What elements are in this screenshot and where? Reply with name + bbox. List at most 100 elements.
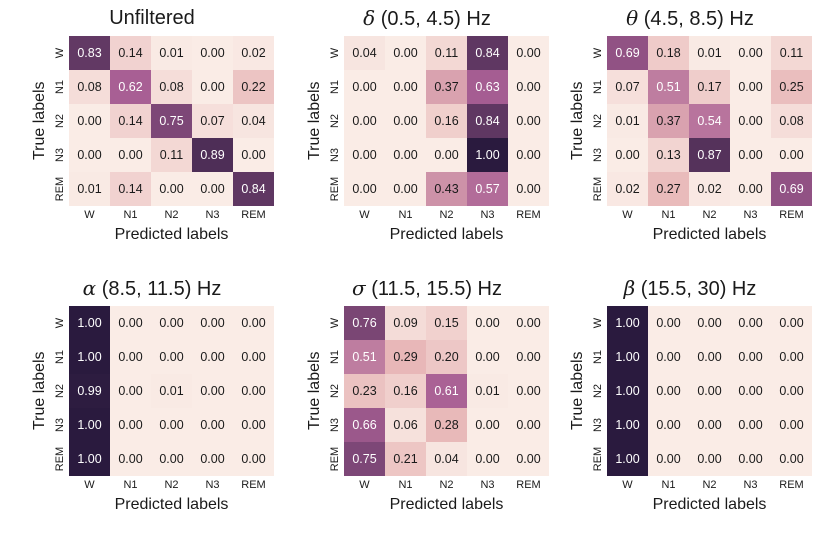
y-tick-label: W [590, 306, 606, 340]
heatmap-cell: 1.00 [607, 340, 648, 374]
heatmap-cell: 0.84 [467, 36, 508, 70]
y-tick-text: REM [54, 446, 67, 472]
y-tick-text: N2 [54, 383, 66, 399]
panel-title-greek: θ [626, 6, 639, 30]
y-tick-text: N3 [329, 147, 341, 163]
panel-title: δ (0.5, 4.5) Hz [297, 4, 557, 32]
heatmap-panel: δ (0.5, 4.5) Hz True labels W N1 N2 N3 REM 0.04… [297, 0, 557, 260]
heatmap-cell: 0.00 [192, 36, 233, 70]
y-tick-labels: W N1 N2 N3 REM [52, 36, 68, 206]
heatmap-cell: 0.00 [771, 306, 812, 340]
heatmap-cell: 0.00 [110, 138, 151, 172]
x-tick-label: N3 [480, 479, 495, 491]
heatmap-cell: 1.00 [467, 138, 508, 172]
y-tick-text: N1 [592, 79, 604, 95]
heatmap-cell: 0.25 [771, 70, 812, 104]
y-tick-label: W [52, 306, 68, 340]
y-tick-text: W [591, 47, 604, 59]
x-tick-label: N2 [702, 209, 717, 221]
y-tick-label: W [590, 36, 606, 70]
y-tick-text: N1 [329, 349, 341, 365]
x-tick-labels: W N1 N2 N3 REM [607, 209, 812, 225]
y-tick-text: REM [592, 446, 605, 472]
heatmap-cell: 0.00 [648, 374, 689, 408]
heatmap-cell: 0.00 [689, 442, 730, 476]
heatmap-cell: 0.00 [508, 138, 549, 172]
y-tick-label: N2 [590, 104, 606, 138]
heatmap-cell: 0.00 [110, 306, 151, 340]
x-tick-labels: W N1 N2 N3 REM [607, 479, 812, 495]
heatmap-cell: 0.43 [426, 172, 467, 206]
x-tick-labels: W N1 N2 N3 REM [69, 479, 274, 495]
y-tick-text: REM [329, 446, 342, 472]
heatmap-cell: 0.14 [110, 104, 151, 138]
heatmap-cell: 0.07 [607, 70, 648, 104]
x-tick-label: N3 [743, 209, 758, 221]
heatmap-cell: 0.00 [508, 70, 549, 104]
x-tick-labels: W N1 N2 N3 REM [344, 479, 549, 495]
heatmap-cell: 0.00 [69, 138, 110, 172]
heatmap-cell: 0.87 [689, 138, 730, 172]
heatmap-cell: 0.84 [467, 104, 508, 138]
x-axis-label: Predicted labels [652, 496, 767, 513]
heatmap-cell: 0.66 [344, 408, 385, 442]
y-tick-label: N1 [52, 70, 68, 104]
panel-title: θ (4.5, 8.5) Hz [560, 4, 814, 32]
heatmap-cell: 0.01 [607, 104, 648, 138]
heatmap-cell: 0.17 [689, 70, 730, 104]
x-tick-label: N2 [439, 479, 454, 491]
y-tick-label: N2 [327, 104, 343, 138]
y-axis-label: True labels [306, 351, 323, 431]
panel-title-text: (15.5, 30) Hz [635, 278, 757, 300]
heatmap-cell: 0.08 [771, 104, 812, 138]
y-tick-label: N1 [590, 340, 606, 374]
x-tick-label: REM [241, 479, 266, 491]
heatmap-cell: 0.13 [648, 138, 689, 172]
heatmap-panel: σ (11.5, 15.5) Hz True labels W N1 N2 N3 REM 0.… [297, 270, 557, 530]
heatmap-cell: 0.04 [426, 442, 467, 476]
heatmap-panel: θ (4.5, 8.5) Hz True labels W N1 N2 N3 REM 0.69… [560, 0, 814, 260]
heatmap-cell: 0.00 [385, 70, 426, 104]
heatmap-cell: 0.89 [192, 138, 233, 172]
heatmap-cell: 0.02 [607, 172, 648, 206]
heatmap-grid: 0.04 0.00 0.11 0.84 0.00 0.00 0.00 0.37 0.63 0.00… [344, 36, 549, 206]
heatmap-cell: 0.00 [730, 70, 771, 104]
heatmap-cell: 1.00 [69, 340, 110, 374]
y-tick-text: REM [592, 176, 605, 202]
panel-title-greek: β [623, 276, 636, 300]
heatmap-cell: 0.00 [151, 172, 192, 206]
heatmap-cell: 0.00 [467, 340, 508, 374]
heatmap-cell: 0.08 [151, 70, 192, 104]
heatmap-cell: 0.02 [689, 172, 730, 206]
heatmap-cell: 0.01 [151, 36, 192, 70]
heatmap-cell: 0.15 [426, 306, 467, 340]
heatmap-cell: 0.27 [648, 172, 689, 206]
y-tick-label: REM [590, 172, 606, 206]
y-tick-text: N3 [592, 417, 604, 433]
y-axis-label: True labels [31, 351, 48, 431]
y-tick-label: REM [327, 442, 343, 476]
heatmap-cell: 0.09 [385, 306, 426, 340]
x-tick-label: W [84, 209, 95, 221]
heatmap-cell: 0.00 [426, 138, 467, 172]
heatmap-cell: 1.00 [69, 306, 110, 340]
y-tick-text: N1 [592, 349, 604, 365]
heatmap-cell: 0.00 [689, 374, 730, 408]
y-tick-labels: W N1 N2 N3 REM [590, 306, 606, 476]
heatmap-cell: 0.00 [467, 306, 508, 340]
heatmap-cell: 0.00 [233, 408, 274, 442]
heatmap-cell: 0.00 [151, 442, 192, 476]
heatmap-cell: 0.23 [344, 374, 385, 408]
x-tick-label: REM [516, 209, 541, 221]
x-axis-label: Predicted labels [389, 496, 504, 513]
heatmap-cell: 0.00 [344, 172, 385, 206]
x-tick-label: N1 [398, 479, 413, 491]
y-tick-label: N1 [327, 70, 343, 104]
heatmap-panel: Unfiltered True labels W N1 N2 N3 REM 0.83 0.14 0… [22, 0, 282, 260]
x-tick-label: N3 [205, 479, 220, 491]
heatmap-cell: 0.07 [192, 104, 233, 138]
y-tick-label: N3 [590, 138, 606, 172]
x-tick-label: REM [779, 479, 804, 491]
heatmap-cell: 0.00 [508, 36, 549, 70]
y-axis-label: True labels [569, 351, 586, 431]
